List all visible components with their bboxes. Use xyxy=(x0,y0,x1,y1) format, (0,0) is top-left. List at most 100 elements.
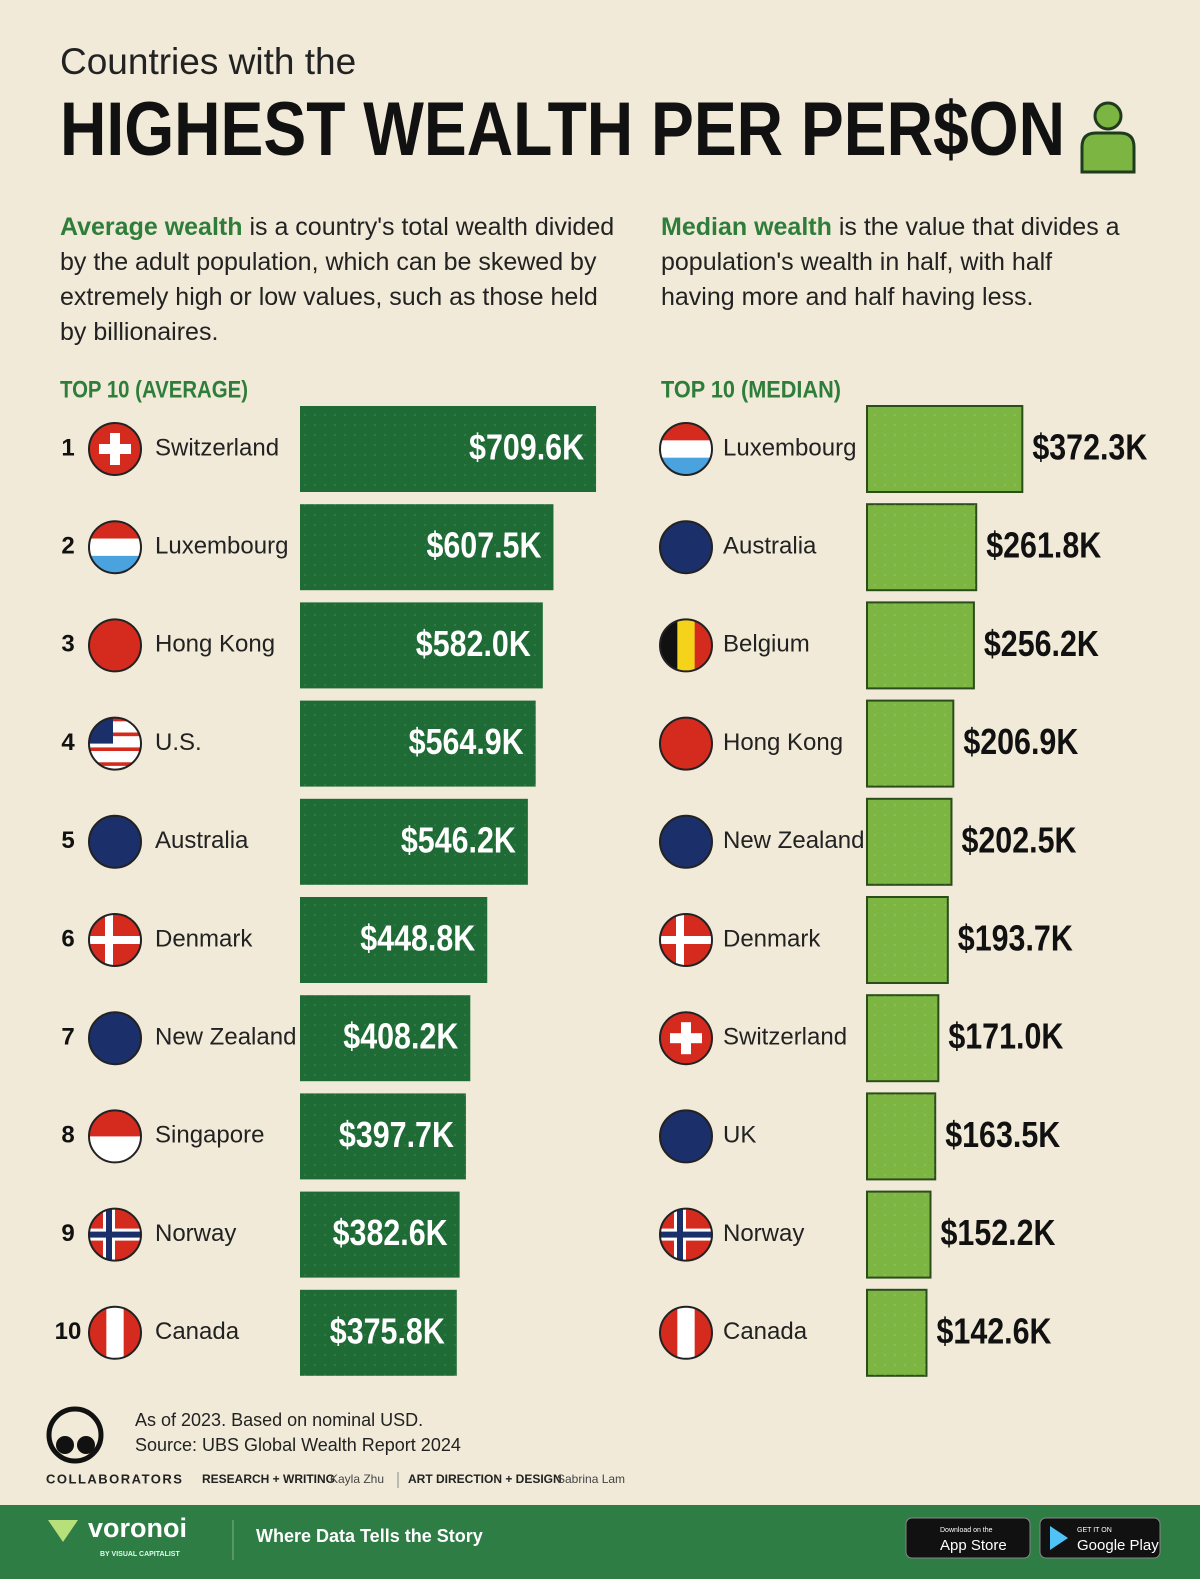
flag xyxy=(659,1305,713,1360)
flag-part xyxy=(89,1110,141,1138)
app-store[interactable]: App Store xyxy=(940,1537,1007,1554)
flag-part xyxy=(89,721,141,726)
category-label: Australia xyxy=(155,827,249,854)
flag xyxy=(88,1011,142,1066)
flag xyxy=(88,913,142,967)
app-store-button[interactable] xyxy=(905,1517,1031,1559)
flag-art xyxy=(660,1110,712,1163)
flag-part xyxy=(89,725,141,730)
bar-texture xyxy=(867,1093,936,1180)
flag-part xyxy=(89,1012,141,1065)
value-label: $261.8K xyxy=(986,525,1101,566)
flag-part xyxy=(89,743,141,748)
flag-part xyxy=(660,1231,712,1238)
category-label: Luxembourg xyxy=(723,434,856,461)
value-label: $202.5K xyxy=(961,819,1076,860)
bar-texture xyxy=(867,504,977,591)
bar-texture xyxy=(300,602,543,689)
google-small: GET IT ON xyxy=(1077,1527,1112,1534)
term: Median wealth xyxy=(661,213,832,241)
flag-part xyxy=(660,440,712,459)
bar-texture xyxy=(300,406,597,492)
subtitle: Countries with the xyxy=(60,41,356,82)
flag-art xyxy=(89,619,141,672)
rank: 10 xyxy=(55,1318,82,1345)
brand-byline: BY VISUAL CAPITALIST xyxy=(100,1551,180,1558)
flag xyxy=(659,1207,713,1262)
rank: 4 xyxy=(61,729,75,756)
flag-part xyxy=(89,936,141,944)
category-label: Denmark xyxy=(723,925,821,952)
value-label: $375.8K xyxy=(330,1310,445,1351)
flag xyxy=(88,1207,142,1262)
flag-ring xyxy=(659,1109,713,1164)
category-label: Switzerland xyxy=(723,1024,847,1051)
category-label: Belgium xyxy=(723,631,810,658)
flag-part xyxy=(89,765,141,770)
flag-art xyxy=(89,423,141,475)
category-label: Denmark xyxy=(155,925,253,952)
flag-ring xyxy=(659,1011,713,1066)
flag xyxy=(88,618,142,673)
bar-texture xyxy=(300,1093,466,1180)
tagline: Where Data Tells the Story xyxy=(256,1526,483,1546)
value-label: $448.8K xyxy=(360,918,475,959)
flag-part xyxy=(660,717,712,770)
person-icon xyxy=(1080,101,1136,174)
research: Kayla Zhu xyxy=(330,1472,384,1486)
flag xyxy=(659,913,713,967)
value-label: $607.5K xyxy=(426,525,541,566)
rank: 1 xyxy=(61,434,74,461)
value-label: $372.3K xyxy=(1032,427,1147,468)
definition: is the value that divides a population's… xyxy=(661,213,1120,311)
category-label: UK xyxy=(723,1122,756,1149)
category-label: New Zealand xyxy=(723,827,864,854)
flag-ring xyxy=(659,716,713,771)
bar-texture xyxy=(300,700,536,787)
flag-ring xyxy=(659,814,713,869)
google-play[interactable]: Google Play xyxy=(1077,1537,1159,1554)
rank: 5 xyxy=(61,827,74,854)
title: HIGHEST WEALTH PER PER$ON xyxy=(60,87,1065,172)
flag-art xyxy=(89,1012,141,1065)
flag xyxy=(88,1305,142,1360)
design: Sabrina Lam xyxy=(557,1472,625,1486)
flag-ring xyxy=(88,913,142,967)
flag-part xyxy=(89,521,141,540)
flag-ring xyxy=(659,618,713,673)
flag-part xyxy=(89,1231,141,1238)
flag-part xyxy=(99,444,131,454)
flag-ring xyxy=(88,422,142,476)
flag-part xyxy=(89,762,141,767)
flag-part xyxy=(677,1306,696,1359)
flag-part xyxy=(660,1110,712,1163)
bar-texture xyxy=(300,504,554,591)
google-play-button[interactable] xyxy=(1039,1517,1161,1559)
app-store-small: Download on the xyxy=(940,1527,993,1534)
flag-part xyxy=(106,1306,125,1359)
bar-texture xyxy=(867,1289,927,1376)
flag xyxy=(659,422,713,476)
flag xyxy=(659,1109,713,1164)
flag-ring xyxy=(659,913,713,967)
flag-part xyxy=(660,936,712,944)
flag xyxy=(88,814,142,869)
flag-part xyxy=(89,619,141,672)
flag-part xyxy=(89,739,141,745)
rank: 6 xyxy=(61,925,74,952)
chart-title: TOP 10 (AVERAGE) xyxy=(60,376,248,403)
value-label: $171.0K xyxy=(948,1016,1063,1057)
flag-part xyxy=(89,751,141,755)
flag-part xyxy=(89,758,141,763)
rank: 7 xyxy=(61,1024,74,1051)
flag-ring xyxy=(88,1305,142,1360)
flag-art xyxy=(89,914,141,966)
bar-texture xyxy=(867,602,974,689)
brand-name: voronoi xyxy=(88,1513,187,1543)
category-label: Singapore xyxy=(155,1122,264,1149)
bar-texture xyxy=(300,897,488,983)
flag xyxy=(659,814,713,869)
category-label: Canada xyxy=(723,1318,808,1345)
flag-art xyxy=(660,1012,712,1065)
value-label: $546.2K xyxy=(401,819,516,860)
